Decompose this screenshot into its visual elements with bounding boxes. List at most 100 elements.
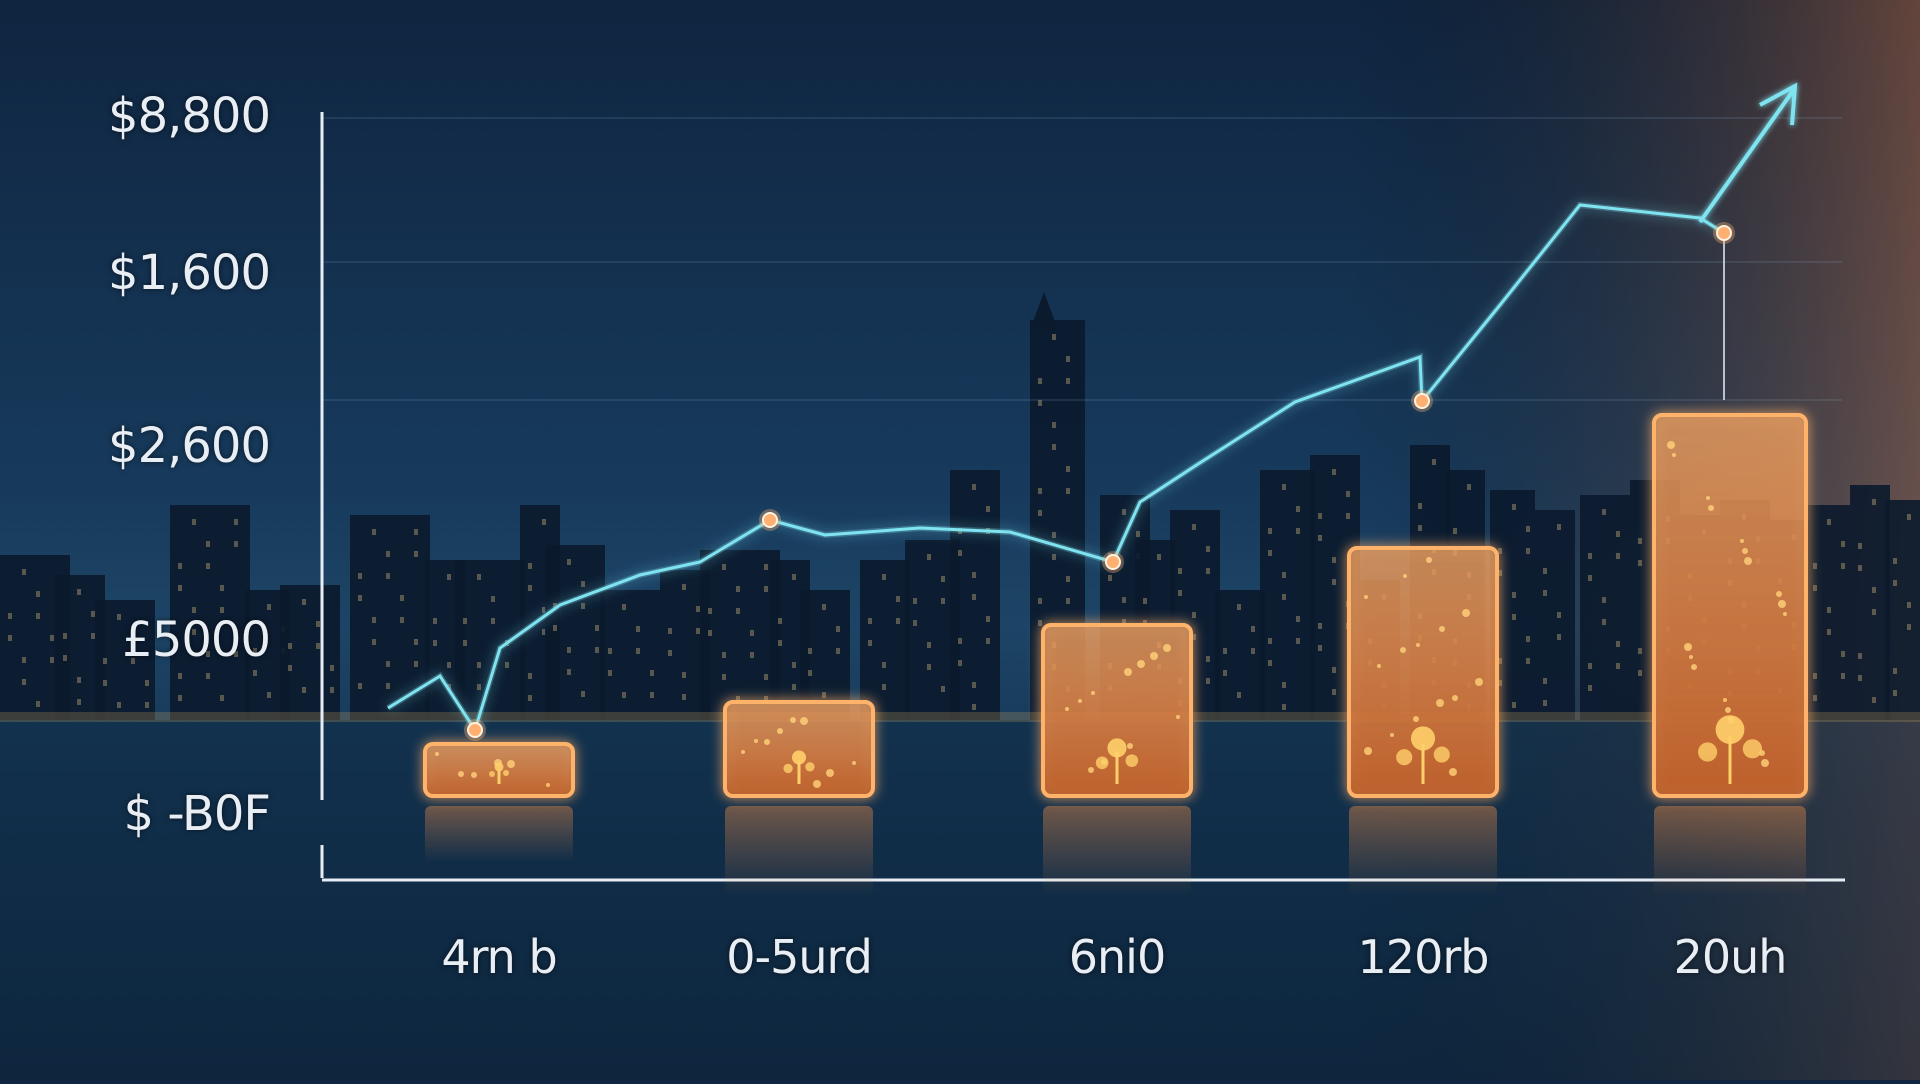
window-light xyxy=(764,696,768,702)
window-light xyxy=(1512,592,1516,598)
window-light xyxy=(1282,682,1286,688)
window-light xyxy=(1498,570,1502,576)
window-light xyxy=(708,630,712,636)
building xyxy=(860,560,910,720)
x-tick-label: 120rb xyxy=(1357,930,1490,984)
window-light xyxy=(868,640,872,646)
window-light xyxy=(1858,675,1862,681)
window-light xyxy=(668,628,672,634)
window-light xyxy=(477,574,481,580)
window-light xyxy=(192,629,196,635)
window-light xyxy=(1066,356,1070,362)
window-light xyxy=(1467,484,1471,490)
window-light xyxy=(372,639,376,645)
window-light xyxy=(882,574,886,580)
sparkle xyxy=(1672,453,1676,457)
window-light xyxy=(414,551,418,557)
window-light xyxy=(1268,660,1272,666)
window-light xyxy=(764,564,768,570)
window-light xyxy=(36,613,40,619)
window-light xyxy=(792,574,796,580)
window-light xyxy=(1282,484,1286,490)
window-light xyxy=(736,586,740,592)
plant-bloom xyxy=(1125,754,1139,768)
window-light xyxy=(433,618,437,624)
window-light xyxy=(836,648,840,654)
bars xyxy=(423,413,1808,896)
bar-reflection xyxy=(1349,806,1497,896)
window-light xyxy=(750,630,754,636)
window-light xyxy=(1453,528,1457,534)
window-light xyxy=(50,635,54,641)
building xyxy=(1535,510,1575,720)
window-light xyxy=(330,665,334,671)
sparkle xyxy=(1452,695,1458,701)
window-light xyxy=(636,626,640,632)
window-light xyxy=(491,596,495,602)
window-light xyxy=(808,648,812,654)
window-light xyxy=(595,625,599,631)
window-light xyxy=(1052,334,1056,340)
bar-reflection xyxy=(725,806,873,896)
window-light xyxy=(447,574,451,580)
window-light xyxy=(608,670,612,676)
window-light xyxy=(1827,629,1831,635)
window-light xyxy=(77,677,81,683)
window-light xyxy=(1907,624,1911,630)
window-light xyxy=(206,541,210,547)
window-light xyxy=(1813,695,1817,701)
window-light xyxy=(822,692,826,698)
window-light xyxy=(1206,656,1210,662)
window-light xyxy=(1526,636,1530,642)
window-light xyxy=(1268,550,1272,556)
window-light xyxy=(22,657,26,663)
sparkle xyxy=(1439,626,1445,632)
window-light xyxy=(1192,524,1196,530)
window-light xyxy=(1616,553,1620,559)
sparkle xyxy=(1377,664,1381,668)
window-light xyxy=(1498,658,1502,664)
sparkle xyxy=(1078,699,1082,703)
window-light xyxy=(722,674,726,680)
window-light xyxy=(1841,563,1845,569)
sparkle xyxy=(1742,548,1748,554)
window-light xyxy=(1143,598,1147,604)
window-light xyxy=(192,607,196,613)
window-light xyxy=(986,616,990,622)
trend-arrow-head xyxy=(1698,82,1798,224)
building xyxy=(1885,500,1920,720)
window-light xyxy=(145,702,149,708)
window-light xyxy=(358,595,362,601)
sparkle xyxy=(1691,664,1697,670)
window-light xyxy=(22,569,26,575)
window-light xyxy=(477,662,481,668)
window-light xyxy=(1332,557,1336,563)
window-light xyxy=(868,618,872,624)
window-light xyxy=(131,658,135,664)
window-light xyxy=(1038,598,1042,604)
window-light xyxy=(567,647,571,653)
window-light xyxy=(927,554,931,560)
plant-bloom xyxy=(1742,739,1762,759)
plant-bloom xyxy=(1698,742,1718,762)
window-light xyxy=(103,658,107,664)
window-light xyxy=(77,699,81,705)
window-light xyxy=(736,608,740,614)
window-light xyxy=(1052,532,1056,538)
window-light xyxy=(822,604,826,610)
window-light xyxy=(696,606,700,612)
sparkle xyxy=(1426,557,1432,563)
window-light xyxy=(958,550,962,556)
window-light xyxy=(1872,499,1876,505)
window-light xyxy=(302,599,306,605)
window-light xyxy=(491,618,495,624)
window-light xyxy=(1543,568,1547,574)
x-tick-label: 0-5urd xyxy=(726,930,873,984)
water xyxy=(0,720,1920,1080)
window-light xyxy=(234,541,238,547)
window-light xyxy=(808,670,812,676)
window-light xyxy=(941,686,945,692)
window-light xyxy=(1543,700,1547,706)
window-light xyxy=(463,640,467,646)
